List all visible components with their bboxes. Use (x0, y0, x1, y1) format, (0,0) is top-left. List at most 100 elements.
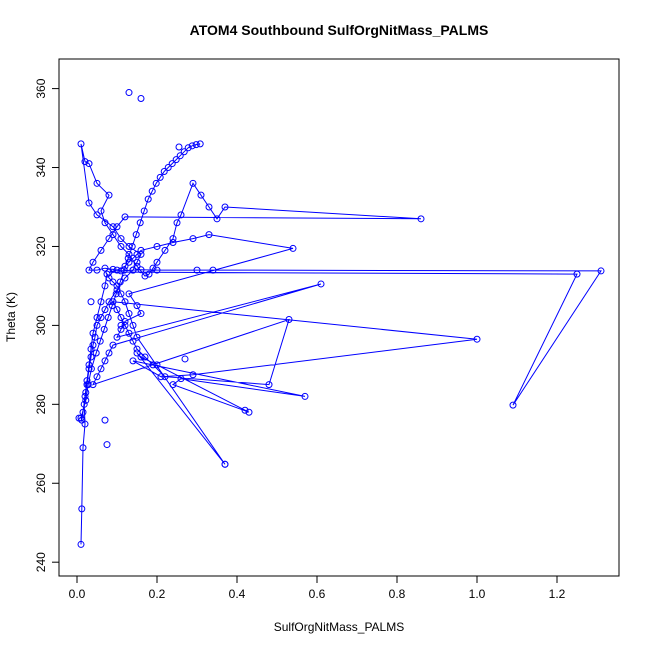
data-point (89, 381, 97, 389)
data-point (97, 207, 105, 215)
data-point (125, 242, 133, 250)
data-point (192, 141, 200, 149)
data-point (103, 270, 111, 278)
data-point (221, 203, 229, 211)
data-point (97, 365, 105, 373)
data-point (81, 158, 89, 166)
data-point (140, 207, 148, 215)
data-point (100, 325, 108, 333)
data-point (113, 223, 121, 231)
data-point (105, 235, 113, 243)
data-point (137, 266, 145, 274)
data-point (301, 392, 309, 400)
data-point (113, 286, 121, 294)
data-point (160, 167, 168, 175)
data-point (104, 314, 112, 321)
data-point (97, 298, 105, 306)
data-point (96, 337, 104, 345)
x-tick-label: 1.2 (549, 587, 566, 601)
data-point (117, 267, 125, 275)
data-point (101, 357, 109, 365)
data-point (124, 254, 132, 262)
data-point (84, 381, 92, 389)
data-point (93, 314, 101, 321)
data-point (77, 540, 85, 548)
data-point (79, 444, 87, 452)
plot-frame (58, 58, 620, 577)
data-point (213, 215, 221, 223)
data-point (245, 408, 253, 416)
data-point (128, 242, 136, 250)
data-point (116, 278, 124, 286)
data-point (189, 179, 197, 187)
data-point (101, 264, 109, 272)
data-point (156, 173, 164, 181)
data-point (105, 191, 113, 199)
data-point (85, 266, 93, 274)
data-point (97, 246, 105, 254)
data-point (105, 274, 113, 282)
data-point (101, 416, 109, 424)
data-point (101, 282, 109, 290)
data-point (78, 505, 86, 513)
data-point (133, 250, 141, 258)
data-point (103, 441, 111, 449)
data-point (81, 392, 89, 400)
data-point (113, 266, 121, 274)
data-point (109, 341, 117, 349)
data-point (141, 353, 149, 361)
data-point (80, 400, 88, 408)
data-point (89, 341, 97, 349)
data-point (82, 388, 90, 396)
data-point (93, 266, 101, 274)
data-point (285, 315, 293, 323)
data-point (168, 160, 176, 168)
data-point (93, 211, 101, 219)
data-point (105, 349, 113, 357)
data-point (221, 460, 229, 468)
data-point (113, 306, 121, 314)
data-point (209, 266, 217, 274)
data-point (169, 235, 177, 243)
data-point (289, 244, 297, 252)
x-tick-label: 0.4 (229, 587, 246, 601)
data-point (87, 298, 95, 306)
data-point (85, 365, 93, 373)
data-point (101, 219, 109, 227)
data-point (164, 164, 172, 172)
data-point (161, 373, 169, 381)
y-tick-label: 300 (34, 315, 48, 335)
x-tick-label: 1.0 (469, 587, 486, 601)
data-point (87, 365, 95, 373)
data-point (125, 89, 133, 97)
data-point (101, 306, 109, 314)
data-point (180, 148, 188, 156)
data-point (109, 298, 117, 306)
data-point (121, 262, 129, 270)
y-axis: 240 260 280 300 320 340 360 (34, 78, 59, 572)
data-point (129, 357, 137, 365)
series-layer (80, 143, 602, 545)
data-point (161, 246, 169, 254)
data-point (108, 302, 116, 310)
data-point (177, 375, 185, 383)
data-point (189, 235, 197, 243)
data-point (79, 408, 87, 416)
x-tick-label: 0.2 (149, 587, 166, 601)
data-point (77, 140, 85, 148)
y-tick-label: 360 (34, 78, 48, 98)
data-point (137, 94, 145, 102)
y-tick-label: 280 (34, 394, 48, 414)
data-point (196, 140, 204, 148)
data-point (87, 345, 95, 353)
data-point (125, 329, 133, 337)
data-point (121, 321, 129, 329)
data-point (83, 377, 91, 385)
data-point (133, 345, 141, 353)
data-point (181, 355, 189, 363)
data-point (91, 333, 99, 341)
data-point (188, 142, 196, 150)
data-point (97, 314, 105, 321)
data-point (141, 272, 149, 280)
data-point (125, 310, 133, 318)
